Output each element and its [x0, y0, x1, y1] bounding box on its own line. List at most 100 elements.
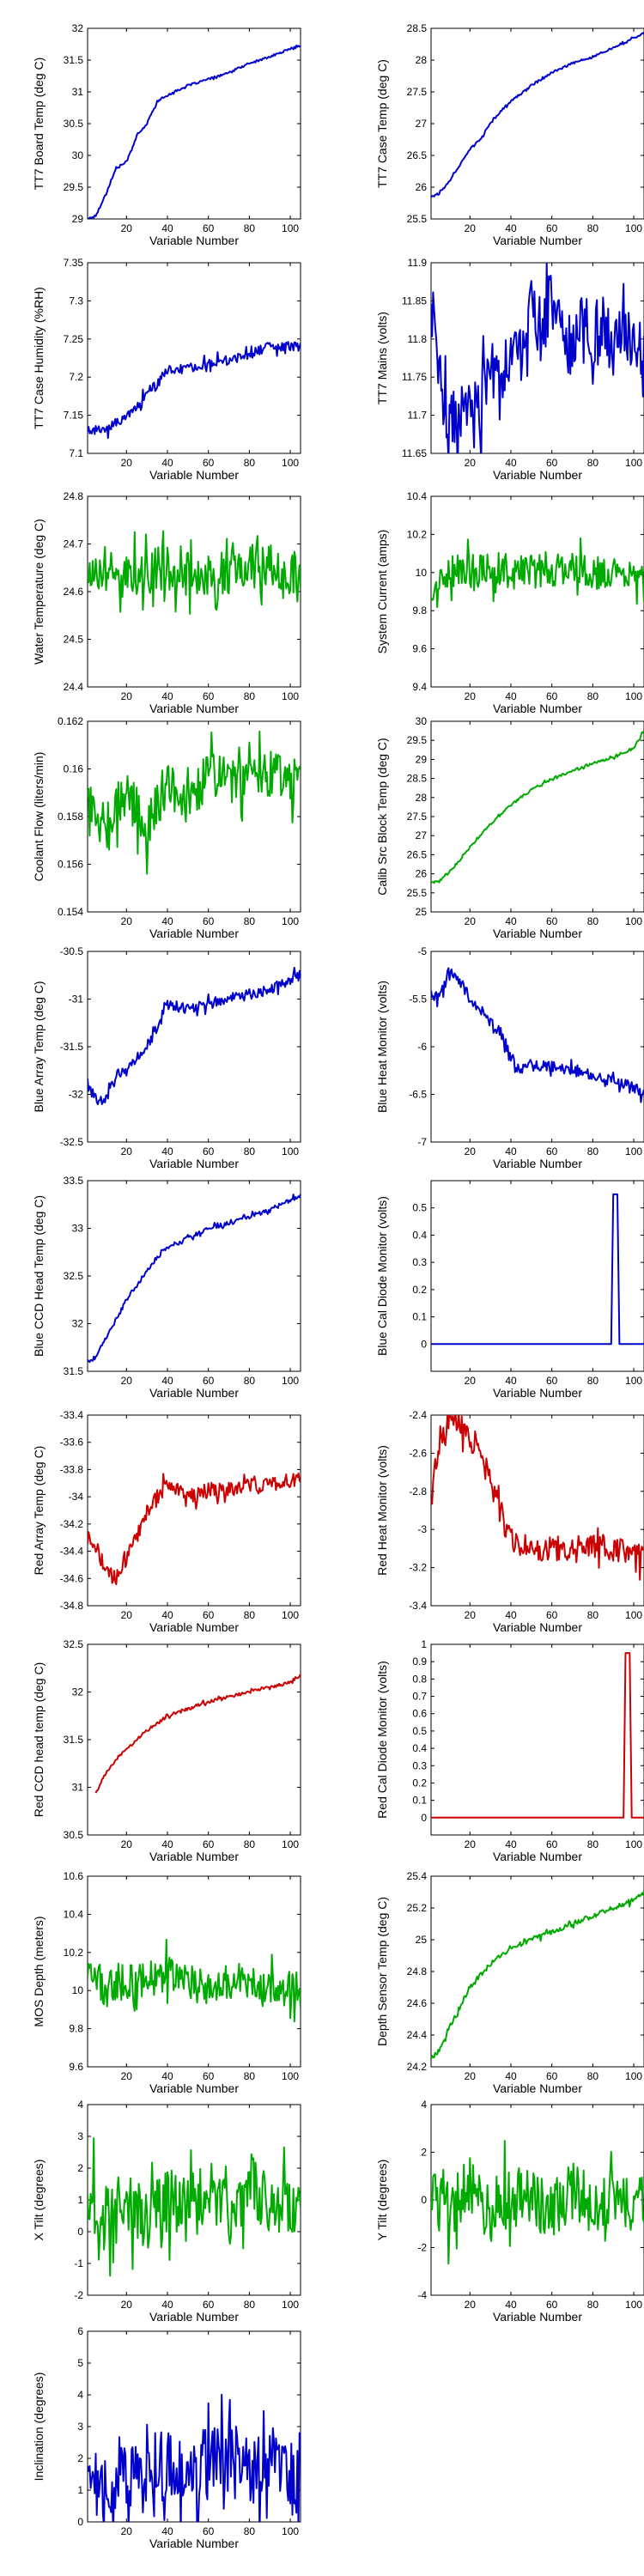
x-tick-label: 80 — [244, 1375, 256, 1387]
x-tick-label: 60 — [546, 2070, 558, 2082]
y-tick-label: 0.5 — [412, 1725, 427, 1737]
y-tick-label: 25.5 — [407, 213, 428, 225]
y-tick-label: 31 — [72, 86, 84, 98]
y-tick-label: 10 — [72, 1984, 84, 1996]
subplot-bluearray: 20 40 60 80 100 -32.5 -32 -31.5 -31 -30.5 Variable… — [32, 945, 301, 1170]
subplot-current: 20 40 60 80 100 9.4 9.6 9.8 10 10.2 10.4 Variable N… — [375, 490, 644, 715]
y-tick-label: 10 — [416, 567, 428, 579]
x-axis-label: Variable Number — [493, 2081, 582, 2095]
y-tick-label: 32 — [72, 22, 84, 34]
y-axis-label: Calib Src Block Temp (deg C) — [375, 738, 389, 895]
y-tick-label: 26 — [416, 868, 428, 880]
subplot-redheat: 20 40 60 80 100 -3.4 -3.2 -3 -2.8 -2.6 -2.4 Variabl… — [375, 1409, 644, 1634]
x-axis-label: Variable Number — [149, 702, 239, 715]
y-tick-label: -4 — [417, 2289, 427, 2301]
series-line — [94, 1674, 301, 1794]
x-axis-label: Variable Number — [149, 2081, 239, 2095]
y-tick-label: -2.4 — [409, 1409, 427, 1421]
x-axis-label: Variable Number — [149, 234, 239, 247]
x-tick-label: 40 — [161, 2525, 173, 2537]
subplot-xtilt: 20 40 60 80 100 -2 -1 0 1 2 3 4 Variable Number X Til… — [32, 2099, 301, 2324]
series-line — [88, 1472, 301, 1586]
y-tick-label: 0 — [77, 2516, 83, 2528]
plot-frame — [87, 262, 301, 454]
y-tick-label: 27.5 — [407, 811, 428, 823]
y-tick-label: 30.5 — [64, 1829, 84, 1841]
y-tick-label: 0.3 — [412, 1256, 427, 1268]
x-tick-label: 40 — [161, 1838, 173, 1850]
subplot-humidity: 20 40 60 80 100 7.1 7.15 7.2 7.25 7.3 7.35 Variable… — [32, 257, 301, 482]
x-tick-label: 60 — [546, 1375, 558, 1387]
y-tick-label: 33.5 — [64, 1175, 84, 1187]
x-tick-label: 40 — [161, 2070, 173, 2082]
x-tick-label: 60 — [546, 915, 558, 927]
y-tick-label: -31.5 — [60, 1041, 84, 1053]
y-tick-label: 24.4 — [407, 2029, 428, 2041]
x-axis-label: Variable Number — [149, 1850, 239, 1863]
y-tick-label: 0.158 — [58, 811, 83, 823]
y-tick-label: 0.4 — [412, 1742, 427, 1754]
x-tick-label: 20 — [465, 915, 477, 927]
subplot-inclination: 20 40 60 80 100 0 1 2 3 4 5 6 Variable Number Inclina… — [32, 2325, 301, 2550]
y-tick-label: -33.4 — [60, 1409, 84, 1421]
y-tick-label: 24.7 — [64, 538, 84, 550]
y-tick-label: 31.5 — [64, 1734, 84, 1746]
x-tick-label: 100 — [282, 457, 299, 469]
series-line — [431, 967, 644, 1103]
y-axis-label: Red Array Temp (deg C) — [32, 1446, 46, 1576]
subplot-redccd: 20 40 60 80 100 30.5 31 31.5 32 32.5 Variable Numb… — [32, 1638, 301, 1863]
y-tick-label: -5 — [417, 945, 427, 957]
x-tick-label: 100 — [282, 1838, 299, 1850]
y-tick-label: 29 — [72, 213, 84, 225]
y-axis-label: Inclination (degrees) — [32, 2372, 46, 2482]
x-tick-label: 60 — [546, 1145, 558, 1157]
x-tick-label: 80 — [587, 915, 599, 927]
x-tick-label: 20 — [121, 2525, 133, 2537]
plot-frame — [430, 1414, 644, 1607]
x-axis-label: Variable Number — [493, 1157, 582, 1170]
subplot-reddiode: 20 40 60 80 100 0 0.1 0.2 0.3 0.4 0.5 0.6 0.7 0.8 0.9 1… — [375, 1638, 644, 1863]
x-axis-label: Variable Number — [493, 234, 582, 247]
x-tick-label: 60 — [203, 2299, 215, 2311]
y-tick-label: 24.6 — [64, 586, 84, 598]
y-tick-label: 0.9 — [412, 1656, 427, 1668]
subplot-water: 20 40 60 80 100 24.4 24.5 24.6 24.7 24.8 Variable … — [32, 490, 301, 715]
x-axis-label: Variable Number — [149, 2537, 239, 2550]
y-tick-label: 25.2 — [407, 1902, 428, 1914]
y-tick-label: 24.6 — [407, 1997, 428, 2009]
x-tick-label: 60 — [203, 2525, 215, 2537]
x-tick-label: 60 — [203, 2070, 215, 2082]
x-tick-label: 100 — [625, 1375, 642, 1387]
x-tick-label: 60 — [203, 457, 215, 469]
y-tick-label: 24.5 — [64, 634, 84, 646]
series-line — [431, 1652, 644, 1819]
x-tick-label: 100 — [625, 457, 642, 469]
series-line — [431, 1890, 644, 2060]
y-tick-label: -33.6 — [60, 1437, 84, 1449]
x-tick-label: 80 — [244, 222, 256, 234]
series-line — [88, 2393, 301, 2522]
x-tick-label: 80 — [244, 1145, 256, 1157]
x-tick-label: 20 — [465, 2070, 477, 2082]
x-tick-label: 60 — [203, 1145, 215, 1157]
y-tick-label: 6 — [77, 2325, 83, 2337]
y-tick-label: 0.7 — [412, 1691, 427, 1703]
x-tick-label: 40 — [505, 1375, 517, 1387]
x-tick-label: 20 — [121, 1375, 133, 1387]
y-tick-label: -3 — [417, 1523, 427, 1535]
y-axis-label: Blue CCD Head Temp (deg C) — [32, 1195, 46, 1357]
y-tick-label: 10.4 — [407, 490, 428, 502]
x-tick-label: 60 — [546, 690, 558, 702]
x-tick-label: 80 — [244, 2525, 256, 2537]
x-tick-label: 100 — [625, 690, 642, 702]
x-tick-label: 60 — [546, 457, 558, 469]
y-axis-label: Depth Sensor Temp (deg C) — [375, 1897, 389, 2046]
y-tick-label: -34.4 — [60, 1546, 84, 1558]
x-tick-label: 100 — [625, 1145, 642, 1157]
y-tick-label: -2.6 — [409, 1447, 427, 1459]
y-tick-label: 7.1 — [69, 447, 83, 459]
series-line — [431, 1415, 644, 1581]
x-tick-label: 100 — [625, 2070, 642, 2082]
y-tick-label: 31 — [72, 1782, 84, 1794]
